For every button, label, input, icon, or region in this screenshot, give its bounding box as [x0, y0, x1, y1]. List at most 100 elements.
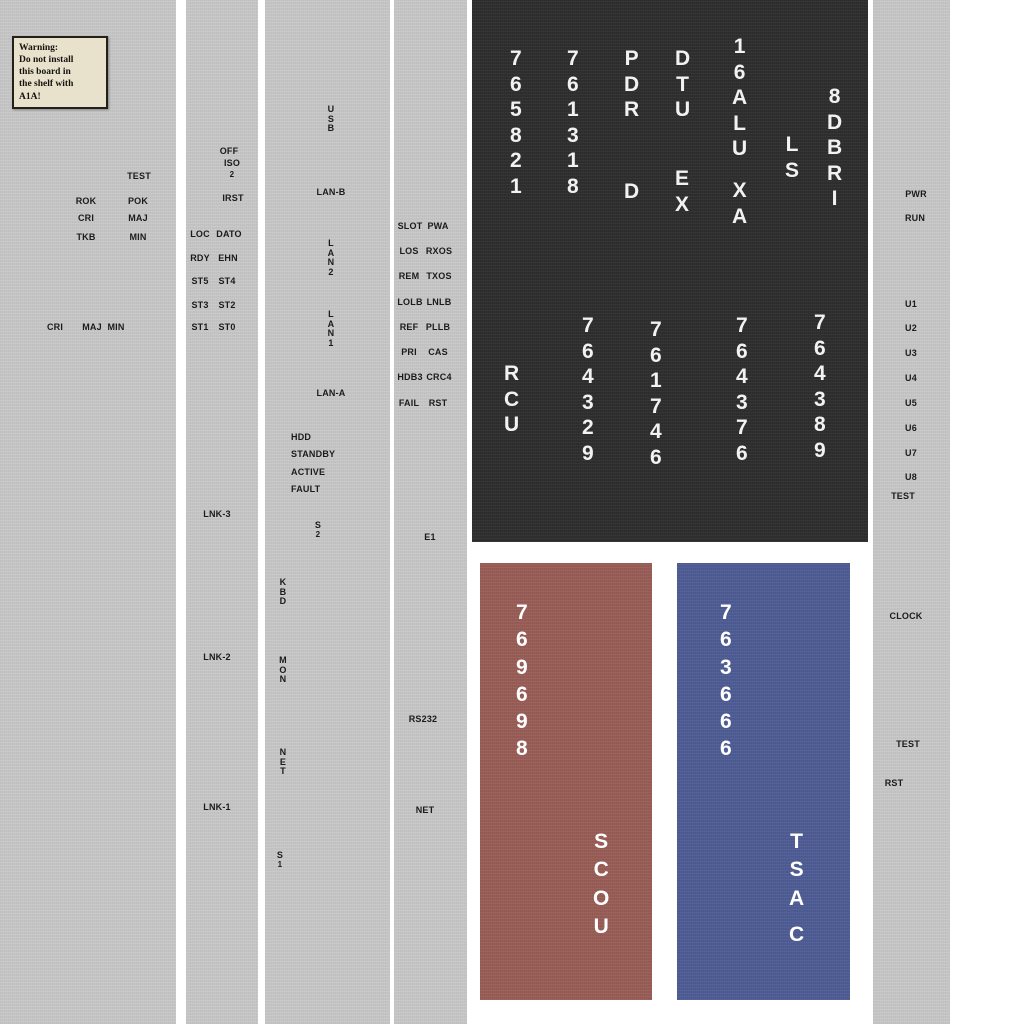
- dark-model-8dbri: 8 D B R I: [827, 84, 843, 212]
- pn-digit: 3: [567, 123, 580, 147]
- s1-char-1: S: [276, 850, 284, 860]
- label-rok: ROK: [75, 196, 97, 206]
- lan2-char-2: A: [327, 247, 335, 258]
- lan1-char-3: N: [327, 328, 335, 339]
- port-label-lan2: L A N 2: [327, 238, 335, 278]
- pn-digit: 8: [567, 175, 580, 199]
- model-char: I: [831, 187, 838, 211]
- label-u6: U6: [905, 423, 917, 433]
- label-u1: U1: [905, 299, 917, 309]
- pn-digit: 6: [650, 343, 663, 367]
- model-char: U: [593, 915, 609, 939]
- led-label-st5: ST5: [191, 276, 209, 286]
- pn-digit: 4: [736, 365, 749, 389]
- model-char: U: [675, 98, 691, 122]
- label-off: OFF: [219, 146, 239, 156]
- texture-overlay: [394, 0, 467, 1024]
- model-char: 1: [733, 35, 746, 58]
- led-label-pri: PRI: [401, 347, 417, 357]
- led-label-rst: RST: [428, 398, 448, 408]
- led-label-lolb: LOLB: [397, 297, 423, 307]
- pn-digit: 6: [720, 682, 732, 706]
- led-label-rxos: RXOS: [425, 246, 453, 256]
- label-lnk-2: LNK-2: [203, 652, 231, 662]
- pn-digit: 6: [650, 446, 663, 470]
- port-label-rs232: RS232: [408, 714, 438, 724]
- pn-digit: 3: [736, 390, 749, 414]
- warning-line-5: A1A!: [19, 91, 41, 102]
- texture-overlay: [677, 563, 850, 1000]
- model-char: L: [785, 133, 799, 156]
- label-u3: U3: [905, 348, 917, 358]
- label-pwr: PWR: [905, 189, 927, 199]
- alarm-faceplate: Warning: Do not install this board in th…: [0, 0, 176, 1024]
- model-char: O: [593, 886, 610, 910]
- mon-char-2: O: [279, 664, 287, 675]
- dark-model-ls: L S: [785, 132, 800, 183]
- dark-model-dtu-suffix: E X: [675, 166, 690, 217]
- led-label-pllb: PLLB: [425, 322, 451, 332]
- pn-digit: 7: [814, 311, 827, 334]
- label-cri-top: CRI: [77, 213, 95, 223]
- pn-digit: 7: [567, 47, 580, 70]
- net-char-2: E: [279, 756, 287, 767]
- pn-digit: 3: [720, 655, 732, 679]
- pn-digit: 9: [582, 442, 595, 466]
- label-test: TEST: [127, 171, 151, 181]
- pn-digit: 6: [720, 628, 732, 652]
- pn-digit: 6: [736, 442, 749, 466]
- blue-model-name: T S A C: [789, 828, 804, 949]
- label-u8: U8: [905, 472, 917, 482]
- pn-digit: 6: [814, 336, 827, 360]
- warning-line-3: this board in: [19, 67, 71, 78]
- status-label-active: ACTIVE: [291, 467, 326, 477]
- maroon-part-number: 7 6 9 6 9 8: [516, 599, 528, 763]
- model-char: A: [732, 204, 748, 228]
- led-label-ehn: EHN: [218, 253, 238, 263]
- label-maj-bottom: MAJ: [82, 322, 102, 332]
- kbd-char-1: K: [279, 577, 287, 587]
- pn-digit: 5: [510, 98, 523, 122]
- dark-model-16alu-suffix: X A: [732, 178, 748, 229]
- texture-overlay: [0, 0, 176, 1024]
- led-label-ref: REF: [399, 322, 419, 332]
- led-label-los: LOS: [399, 246, 419, 256]
- mon-char-1: M: [279, 655, 287, 665]
- maroon-model-name: S C O U: [593, 828, 609, 941]
- model-char: X: [732, 179, 748, 202]
- pn-digit: 7: [650, 394, 663, 418]
- led-label-hdb3: HDB3: [397, 372, 423, 382]
- label-u7: U7: [905, 448, 917, 458]
- pn-digit: 7: [510, 47, 523, 70]
- clock-faceplate: PWR RUN U1 U2 U3 U4 U5 U6 U7 U8 TEST CLO…: [873, 0, 950, 1024]
- kbd-char-2: B: [279, 586, 287, 597]
- led-label-st1: ST1: [191, 322, 209, 332]
- net-char-1: N: [279, 747, 287, 757]
- model-char: U: [732, 137, 748, 161]
- dark-part-number-761746: 7 6 1 7 4 6: [650, 317, 662, 471]
- label-lnk-1: LNK-1: [203, 802, 231, 812]
- model-char: P: [624, 47, 640, 70]
- texture-overlay: [472, 0, 868, 542]
- pn-digit: 8: [516, 737, 528, 761]
- pn-digit: 6: [567, 72, 580, 96]
- pn-digit: 9: [516, 710, 528, 734]
- port-label-lan1: L A N 1: [327, 309, 335, 349]
- net-char-3: T: [280, 766, 286, 777]
- warning-line-2: Do not install: [19, 55, 74, 66]
- pn-digit: 6: [582, 339, 595, 363]
- lan2-char-4: 2: [328, 267, 334, 278]
- model-char: X: [675, 192, 690, 216]
- blue-part-number: 7 6 3 6 6 6: [720, 599, 732, 763]
- dark-board-card: 7 6 5 8 2 1 7 6 1 3 1 8 P D R D D T U E …: [472, 0, 868, 542]
- pn-digit: 1: [650, 369, 663, 393]
- pn-digit: 2: [582, 416, 595, 440]
- port-label-net: NET: [415, 805, 435, 815]
- pn-digit: 1: [567, 149, 580, 173]
- usb-char-2: S: [327, 113, 335, 124]
- led-label-fail: FAIL: [398, 398, 420, 408]
- port-label-lan-a: LAN-A: [316, 388, 346, 398]
- pn-digit: 9: [516, 655, 528, 679]
- blue-board-card: 7 6 3 6 6 6 T S A C: [677, 563, 850, 1000]
- label-run: RUN: [904, 213, 926, 223]
